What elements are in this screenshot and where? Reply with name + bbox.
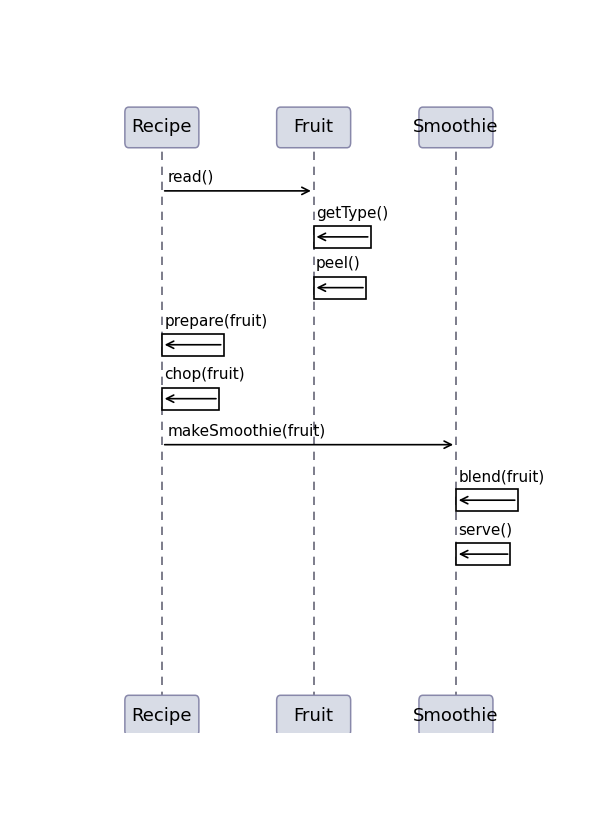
- FancyBboxPatch shape: [277, 107, 351, 147]
- FancyBboxPatch shape: [125, 107, 199, 147]
- Text: peel(): peel(): [316, 256, 360, 271]
- Bar: [456, 489, 518, 511]
- Text: makeSmoothie(fruit): makeSmoothie(fruit): [168, 424, 326, 438]
- FancyBboxPatch shape: [419, 695, 493, 736]
- FancyBboxPatch shape: [125, 695, 199, 736]
- Text: blend(fruit): blend(fruit): [458, 469, 545, 484]
- Text: read(): read(): [168, 170, 214, 185]
- Bar: [162, 334, 223, 356]
- Bar: [456, 543, 510, 565]
- Text: Recipe: Recipe: [132, 119, 192, 137]
- Bar: [162, 387, 219, 410]
- Text: Fruit: Fruit: [294, 119, 334, 137]
- Text: getType(): getType(): [316, 206, 388, 221]
- Text: prepare(fruit): prepare(fruit): [164, 314, 267, 329]
- Text: Smoothie: Smoothie: [413, 707, 499, 724]
- Text: serve(): serve(): [458, 523, 512, 538]
- Text: Recipe: Recipe: [132, 707, 192, 724]
- FancyBboxPatch shape: [419, 107, 493, 147]
- FancyBboxPatch shape: [277, 695, 351, 736]
- Text: chop(fruit): chop(fruit): [164, 368, 245, 382]
- Bar: [314, 226, 371, 248]
- Text: Smoothie: Smoothie: [413, 119, 499, 137]
- Bar: [314, 277, 366, 299]
- Text: Fruit: Fruit: [294, 707, 334, 724]
